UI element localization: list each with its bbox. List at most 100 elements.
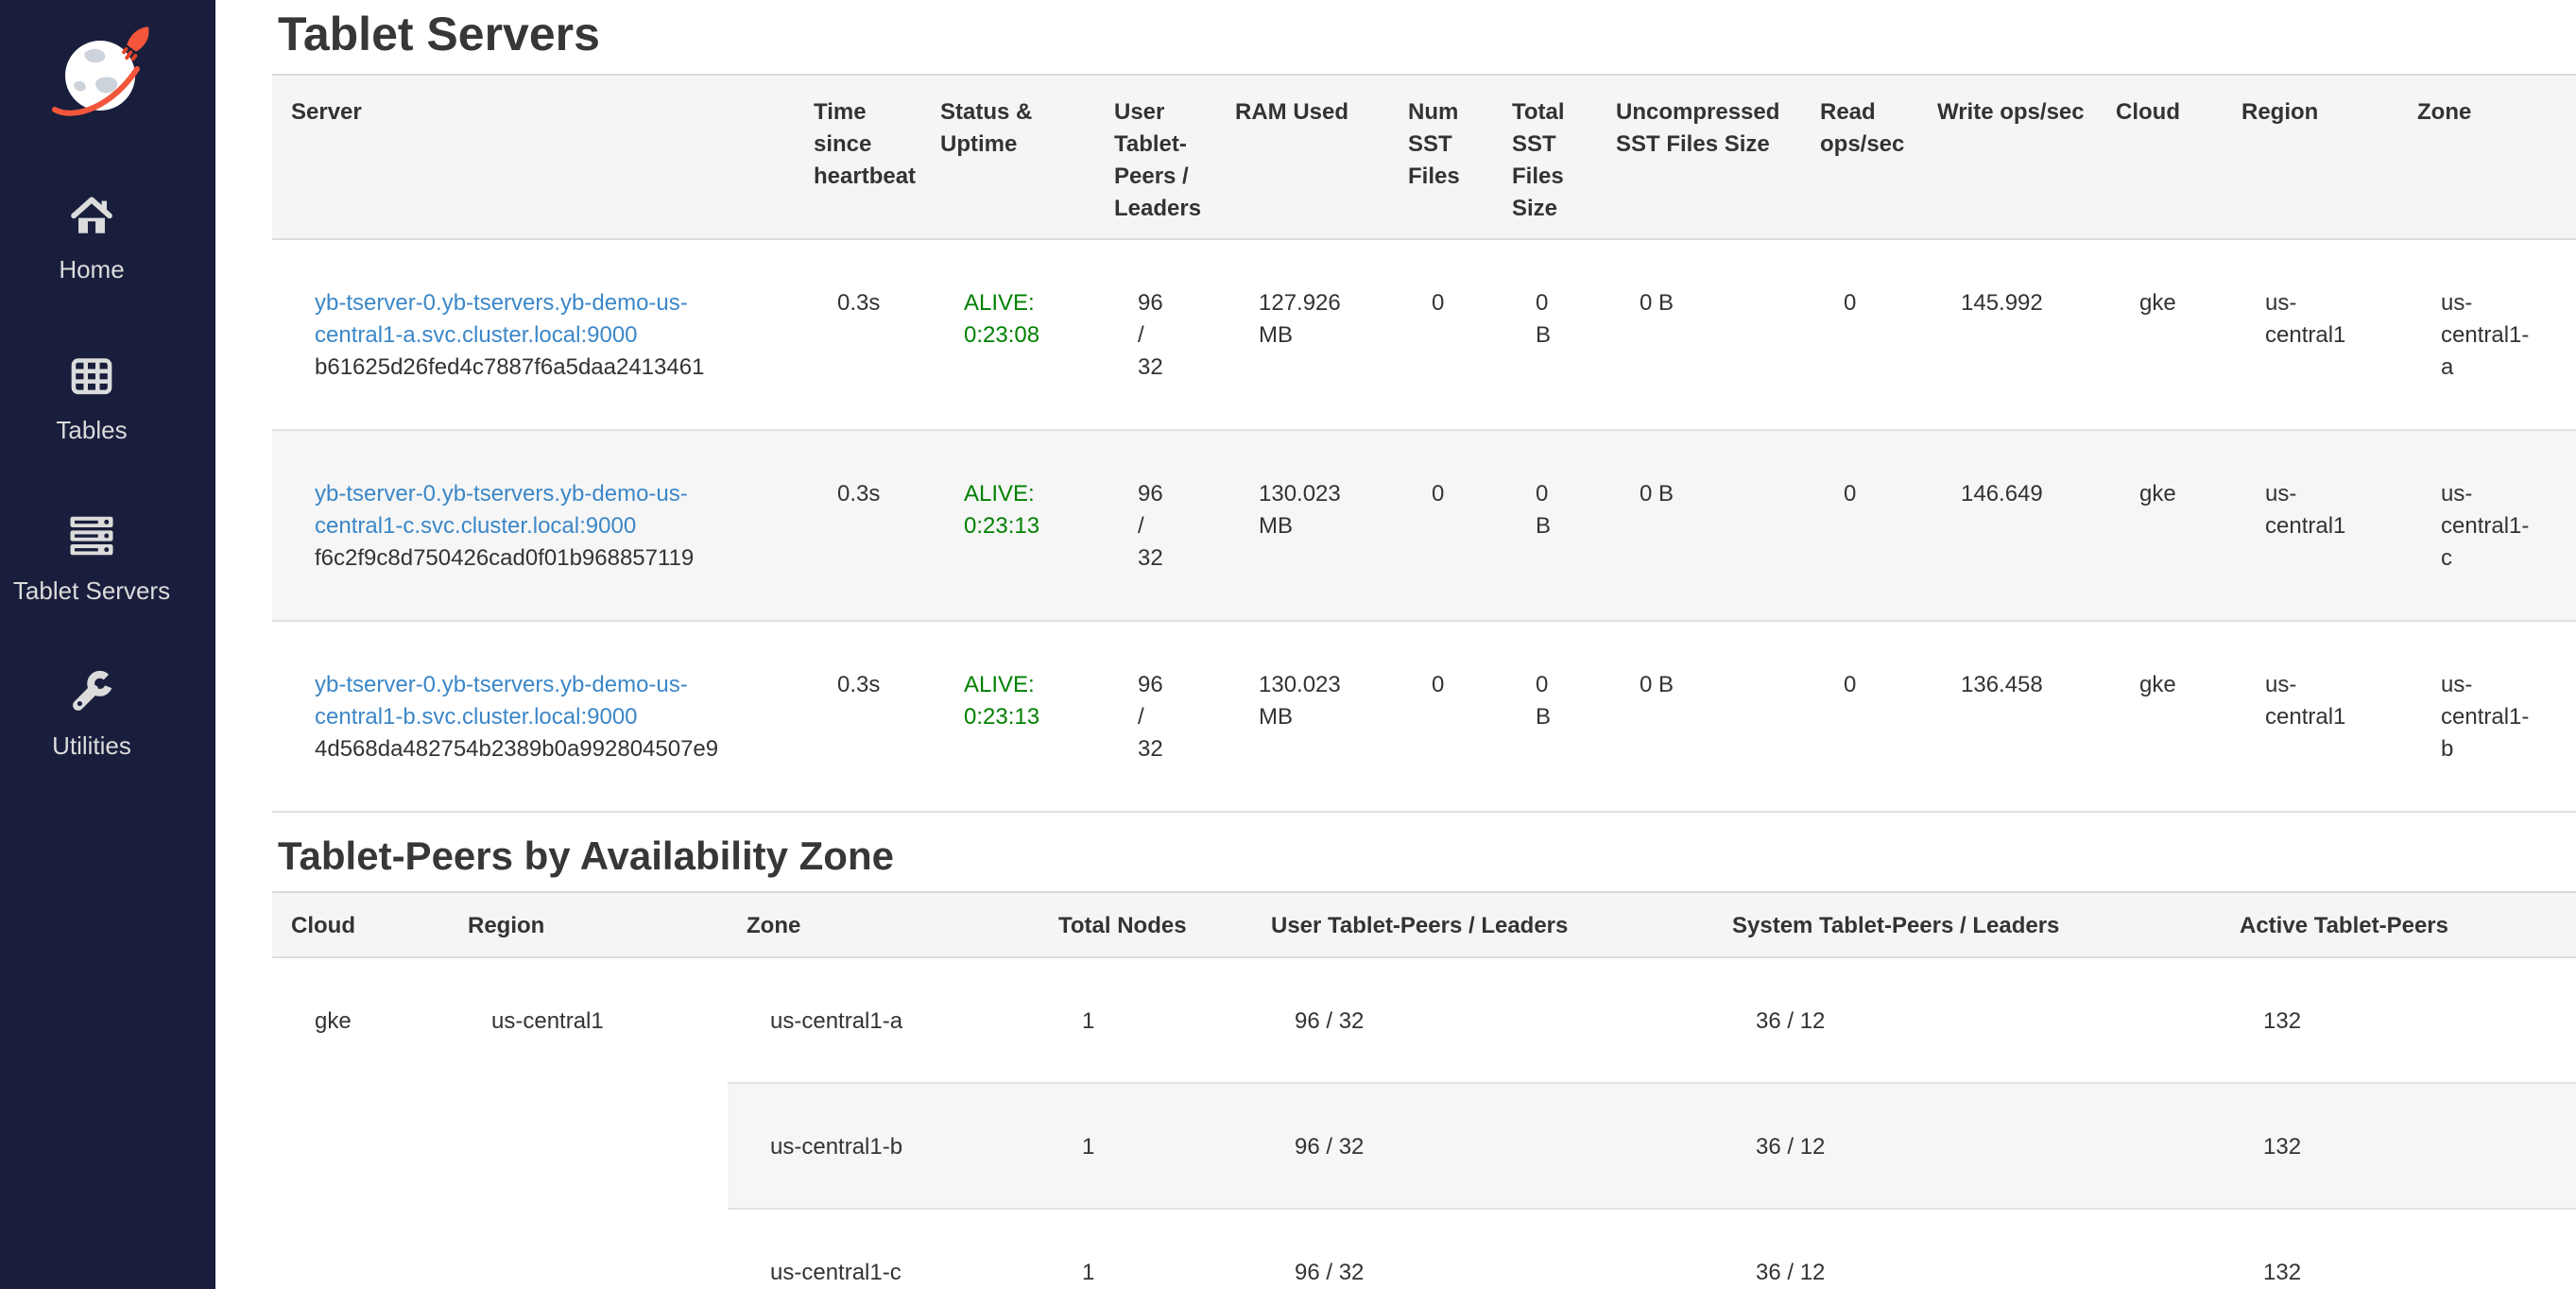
cloud-cell: gke [272, 956, 449, 1289]
uptime-value: 0:23:08 [964, 322, 1040, 348]
col-header-num-sst: Num SST Files [1389, 74, 1493, 240]
active-peers-cell: 132 [2221, 1208, 2576, 1289]
user-peers-cell: 96 / 32 [1252, 1208, 1713, 1289]
system-peers-cell: 36 / 12 [1713, 956, 2221, 1083]
status-badge: ALIVE: [964, 290, 1035, 316]
ram-cell: 130.023 MB [1216, 620, 1389, 813]
heartbeat-cell: 0.3s [795, 620, 921, 813]
total-nodes-cell: 1 [1039, 956, 1252, 1083]
ram-cell: 130.023 MB [1216, 429, 1389, 621]
status-badge: ALIVE: [964, 672, 1035, 697]
system-peers-cell: 36 / 12 [1713, 1082, 2221, 1209]
uncompressed-sst-cell: 0 B [1640, 290, 1674, 316]
tserver-link[interactable]: yb-tserver-0.yb-tservers.yb-demo-us-cent… [315, 290, 688, 348]
uncompressed-sst-cell: 0 B [1597, 429, 1801, 621]
sidebar-item-home[interactable]: Home [0, 189, 183, 283]
active-peers-cell: 132 [2221, 956, 2576, 1083]
zone-cell: us-central1-a [728, 956, 1039, 1083]
region-cell: us-central1 [2223, 620, 2398, 813]
table-header-row: Cloud Region Zone Total Nodes User Table… [272, 891, 2576, 958]
total-sst-cell: 0 B [1493, 620, 1597, 813]
yugabyte-logo-icon[interactable] [40, 23, 161, 123]
region-cell: us-central1 [2223, 429, 2398, 621]
az-peers-table: Cloud Region Zone Total Nodes User Table… [272, 891, 2576, 1289]
tserver-uuid: 4d568da482754b2389b0a992804507e9 [315, 736, 719, 762]
heartbeat-cell: 0.3s [795, 429, 921, 621]
col-header-cloud: Cloud [272, 891, 449, 958]
col-header-user-peers: User Tablet-Peers / Leaders [1095, 74, 1216, 240]
system-peers-cell: 36 / 12 [1713, 1208, 2221, 1289]
tserver-uuid: f6c2f9c8d750426cad0f01b968857119 [315, 545, 695, 571]
sidebar-item-tables[interactable]: Tables [0, 352, 183, 443]
status-badge: ALIVE: [964, 481, 1035, 507]
page-title: Tablet Servers [278, 8, 600, 60]
col-header-cloud: Cloud [2097, 74, 2223, 240]
total-sst-cell: 0 B [1536, 290, 1552, 348]
zone-cell: us-central1-b [2398, 620, 2576, 813]
col-header-region: Region [449, 891, 728, 958]
tserver-uuid: b61625d26fed4c7887f6a5daa2413461 [315, 354, 705, 380]
write-ops-cell: 146.649 [1918, 429, 2097, 621]
num-sst-cell: 0 [1389, 620, 1493, 813]
col-header-total-nodes: Total Nodes [1039, 891, 1252, 958]
table-header-row: Server Time since heartbeat Status & Upt… [272, 74, 2576, 240]
section-title-az: Tablet-Peers by Availability Zone [278, 834, 894, 878]
col-header-active-peers: Active Tablet-Peers [2221, 891, 2576, 958]
tserver-link[interactable]: yb-tserver-0.yb-tservers.yb-demo-us-cent… [315, 672, 688, 730]
write-ops-cell: 136.458 [1918, 620, 2097, 813]
col-header-heartbeat: Time since heartbeat [795, 74, 921, 240]
sidebar-item-tablet-servers[interactable]: Tablet Servers [0, 510, 183, 604]
sidebar-item-label: Tables [56, 416, 128, 444]
tablet-servers-table: Server Time since heartbeat Status & Upt… [272, 74, 2576, 813]
main-content: Tablet Servers Server Time since heartbe… [215, 0, 2576, 1289]
user-peers-cell: 96 / 32 [1095, 620, 1216, 813]
cloud-cell: gke [2139, 290, 2176, 316]
col-header-ram: RAM Used [1216, 74, 1389, 240]
total-sst-cell: 0 B [1493, 429, 1597, 621]
num-sst-cell: 0 [1432, 290, 1445, 316]
utilities-icon [67, 667, 116, 721]
col-header-status: Status & Uptime [921, 74, 1095, 240]
col-header-user-peers: User Tablet-Peers / Leaders [1252, 891, 1713, 958]
table-row: us-central1-c 1 96 / 32 36 / 12 132 [272, 1208, 2576, 1289]
read-ops-cell: 0 [1801, 620, 1918, 813]
ram-cell: 127.926 MB [1259, 290, 1341, 348]
table-row: us-central1-b 1 96 / 32 36 / 12 132 [272, 1082, 2576, 1209]
table-row: yb-tserver-0.yb-tservers.yb-demo-us-cent… [272, 620, 2576, 813]
sidebar-item-label: Home [59, 255, 125, 284]
col-header-write-ops: Write ops/sec [1918, 74, 2097, 240]
cloud-cell: gke [2097, 429, 2223, 621]
table-row: yb-tserver-0.yb-tservers.yb-demo-us-cent… [272, 239, 2576, 430]
write-ops-cell: 145.992 [1961, 290, 2043, 316]
home-icon [66, 189, 117, 245]
user-peers-cell: 96 / 32 [1252, 956, 1713, 1083]
region-cell: us-central1 [2265, 290, 2346, 348]
read-ops-cell: 0 [1801, 429, 1918, 621]
col-header-zone: Zone [728, 891, 1039, 958]
uptime-value: 0:23:13 [964, 513, 1040, 539]
zone-cell: us-central1-b [728, 1082, 1039, 1209]
sidebar-item-label: Tablet Servers [12, 576, 171, 605]
col-header-region: Region [2223, 74, 2398, 240]
cloud-cell: gke [2097, 620, 2223, 813]
num-sst-cell: 0 [1389, 429, 1493, 621]
zone-cell: us-central1-c [2398, 429, 2576, 621]
read-ops-cell: 0 [1844, 290, 1857, 316]
user-peers-cell: 96 / 32 [1095, 429, 1216, 621]
zone-cell: us-central1-a [2441, 290, 2530, 380]
uptime-value: 0:23:13 [964, 704, 1040, 730]
total-nodes-cell: 1 [1039, 1082, 1252, 1209]
zone-cell: us-central1-c [728, 1208, 1039, 1289]
col-header-system-peers: System Tablet-Peers / Leaders [1713, 891, 2221, 958]
col-header-server: Server [272, 74, 795, 240]
tables-icon [67, 352, 116, 405]
sidebar: Home Tables [0, 0, 215, 1289]
table-row: yb-tserver-0.yb-tservers.yb-demo-us-cent… [272, 429, 2576, 621]
uncompressed-sst-cell: 0 B [1597, 620, 1801, 813]
tablet-servers-icon [66, 510, 117, 566]
tserver-link[interactable]: yb-tserver-0.yb-tservers.yb-demo-us-cent… [315, 481, 688, 539]
user-peers-cell: 96 / 32 [1138, 290, 1163, 380]
col-header-zone: Zone [2398, 74, 2576, 240]
sidebar-item-utilities[interactable]: Utilities [0, 667, 183, 759]
